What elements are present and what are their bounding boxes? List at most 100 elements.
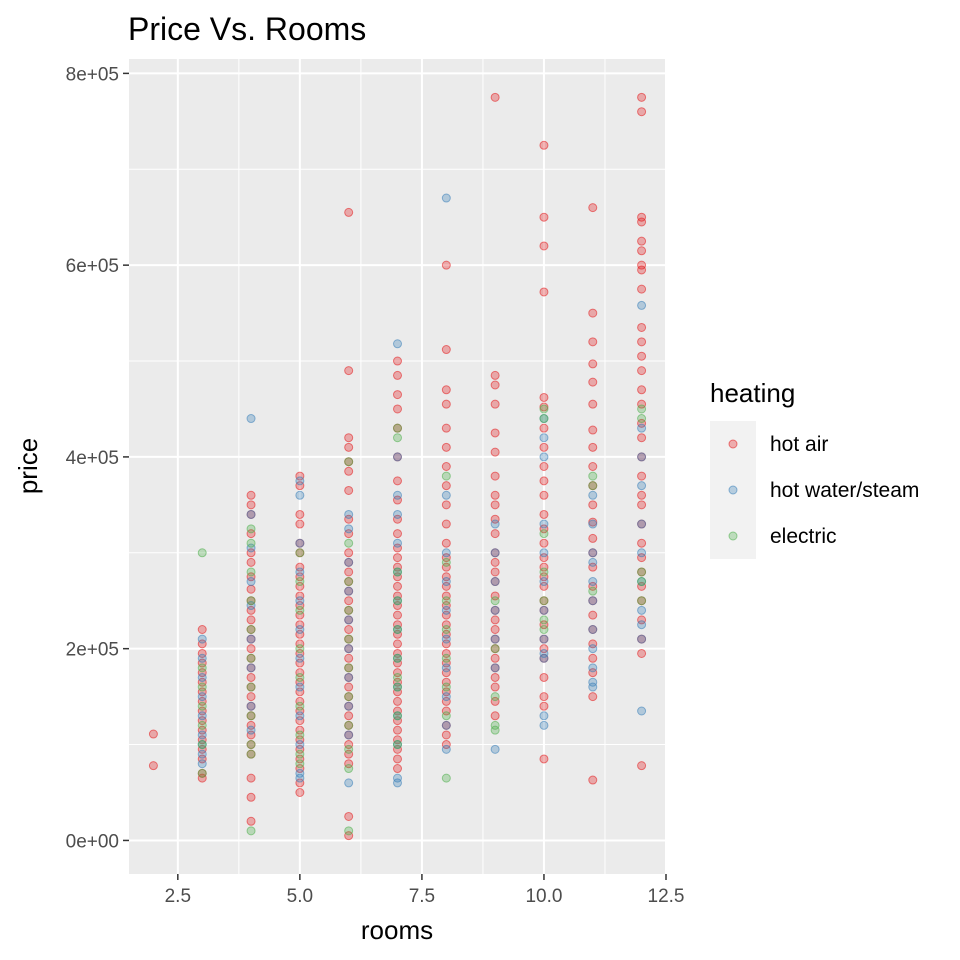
point-hot-water-steam bbox=[588, 557, 598, 567]
point-hot-water-steam bbox=[539, 452, 549, 462]
point-hot-water-steam bbox=[490, 634, 500, 644]
point-hot-air bbox=[197, 725, 207, 735]
point-hot-water-steam bbox=[539, 548, 549, 558]
point-hot-water-steam bbox=[637, 548, 647, 558]
point-electric bbox=[246, 524, 256, 534]
point-electric bbox=[246, 538, 256, 548]
point-hot-water-steam bbox=[637, 452, 647, 462]
point-hot-air bbox=[588, 462, 598, 471]
point-electric bbox=[637, 404, 647, 414]
point-electric bbox=[295, 672, 305, 682]
point-hot-water-steam bbox=[246, 509, 256, 519]
point-hot-air bbox=[393, 390, 402, 400]
point-hot-air bbox=[148, 761, 158, 771]
point-hot-air bbox=[637, 471, 647, 481]
point-hot-air bbox=[637, 260, 647, 270]
point-hot-air bbox=[197, 744, 207, 754]
point-electric bbox=[246, 749, 256, 759]
point-hot-air bbox=[344, 433, 354, 443]
x-tick-label: 10.0 bbox=[525, 886, 562, 907]
point-hot-water-steam bbox=[539, 519, 549, 529]
legend-label-electric: electric bbox=[770, 525, 837, 548]
point-hot-air bbox=[393, 677, 402, 687]
point-hot-water-steam bbox=[588, 644, 598, 654]
point-hot-air bbox=[246, 792, 256, 802]
point-hot-air bbox=[588, 337, 598, 347]
point-hot-air bbox=[197, 716, 207, 726]
y-tick-label: 6e+05 bbox=[66, 256, 119, 277]
point-hot-air bbox=[197, 648, 207, 658]
x-tick-label: 2.5 bbox=[165, 886, 191, 907]
point-hot-air bbox=[246, 773, 256, 783]
point-hot-water-steam bbox=[490, 577, 500, 587]
point-hot-air bbox=[637, 337, 647, 347]
point-hot-air bbox=[393, 514, 402, 524]
point-hot-air bbox=[295, 687, 305, 697]
point-hot-air bbox=[393, 476, 402, 486]
legend-marker-electric bbox=[728, 531, 738, 541]
point-hot-water-steam bbox=[344, 701, 354, 711]
point-hot-water-steam bbox=[539, 711, 549, 721]
point-hot-air bbox=[344, 548, 354, 558]
point-hot-water-steam bbox=[588, 596, 598, 606]
point-electric bbox=[246, 625, 256, 634]
x-tick-label: 12.5 bbox=[648, 886, 685, 907]
point-hot-water-steam bbox=[295, 682, 305, 692]
point-hot-air bbox=[295, 658, 305, 668]
point-hot-air bbox=[197, 754, 207, 764]
point-electric bbox=[393, 653, 402, 663]
point-hot-air bbox=[246, 672, 256, 682]
point-hot-water-steam bbox=[393, 339, 402, 349]
point-electric bbox=[441, 596, 451, 606]
point-hot-air bbox=[295, 725, 305, 735]
point-electric bbox=[295, 605, 305, 615]
point-hot-air bbox=[490, 567, 500, 577]
point-hot-air bbox=[295, 778, 305, 788]
point-electric bbox=[441, 711, 451, 721]
point-hot-water-steam bbox=[197, 730, 207, 740]
point-hot-air bbox=[246, 557, 256, 567]
point-hot-air bbox=[344, 749, 354, 759]
point-hot-air bbox=[588, 581, 598, 591]
point-hot-air bbox=[441, 538, 451, 548]
point-hot-air bbox=[490, 557, 500, 567]
point-hot-air bbox=[588, 562, 598, 572]
point-hot-air bbox=[295, 610, 305, 620]
y-tick-label: 2e+05 bbox=[66, 640, 119, 661]
point-electric bbox=[197, 720, 207, 730]
point-hot-water-steam bbox=[246, 577, 256, 587]
point-hot-air bbox=[588, 610, 598, 620]
point-electric bbox=[295, 730, 305, 740]
point-hot-air bbox=[393, 716, 402, 726]
point-hot-air bbox=[539, 509, 549, 519]
point-hot-air bbox=[441, 730, 451, 740]
point-hot-air bbox=[295, 629, 305, 639]
point-hot-air bbox=[490, 529, 500, 539]
point-hot-water-steam bbox=[539, 720, 549, 730]
point-hot-water-steam bbox=[295, 653, 305, 663]
plot-panel bbox=[129, 59, 666, 874]
point-hot-water-steam bbox=[441, 577, 451, 587]
point-electric bbox=[637, 596, 647, 606]
point-hot-air bbox=[344, 682, 354, 692]
y-tick-label: 8e+05 bbox=[66, 64, 119, 85]
point-hot-air bbox=[295, 696, 305, 706]
point-hot-air bbox=[295, 572, 305, 582]
point-hot-air bbox=[246, 730, 256, 740]
point-hot-air bbox=[441, 687, 451, 697]
point-hot-air bbox=[441, 553, 451, 563]
point-hot-air bbox=[295, 754, 305, 764]
point-hot-air bbox=[246, 584, 256, 594]
point-electric bbox=[295, 548, 305, 558]
point-hot-air bbox=[393, 370, 402, 380]
point-hot-water-steam bbox=[197, 759, 207, 769]
point-hot-air bbox=[539, 442, 549, 452]
point-hot-air bbox=[637, 366, 647, 376]
point-hot-air bbox=[344, 711, 354, 721]
point-hot-air bbox=[539, 553, 549, 563]
point-hot-air bbox=[295, 735, 305, 745]
point-hot-air bbox=[246, 572, 256, 582]
point-electric bbox=[588, 481, 598, 491]
point-hot-air bbox=[295, 764, 305, 774]
point-hot-air bbox=[539, 620, 549, 630]
